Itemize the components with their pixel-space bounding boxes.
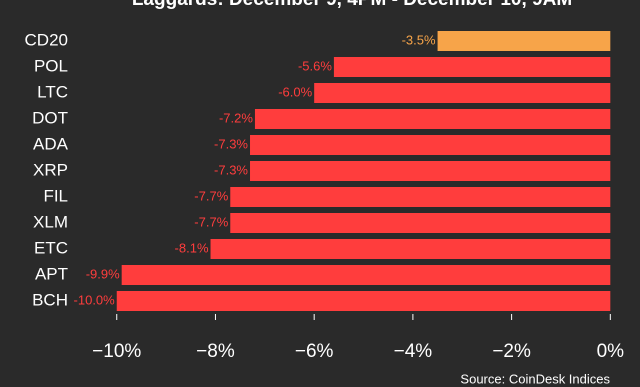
value-label: -7.3%: [214, 162, 248, 177]
value-label: -7.7%: [194, 214, 228, 229]
value-label: -7.7%: [194, 188, 228, 203]
y-tick-label: POL: [34, 56, 68, 75]
bar: [230, 213, 611, 233]
value-label: -6.0%: [278, 84, 312, 99]
x-tick-label: −2%: [492, 341, 531, 362]
x-tick-label: −10%: [92, 341, 141, 362]
source: Source: CoinDesk Indices: [460, 371, 610, 386]
y-tick-label: DOT: [32, 108, 68, 127]
y-tick-label: LTC: [37, 82, 68, 101]
y-tick-label: ADA: [33, 134, 69, 153]
value-label: -3.5%: [402, 32, 436, 47]
value-label: -5.6%: [298, 58, 332, 73]
bar: [210, 239, 611, 259]
y-tick-label: ETC: [34, 238, 68, 257]
y-tick-label: BCH: [32, 290, 68, 309]
y-tick-label: FIL: [43, 186, 68, 205]
y-tick-label: APT: [35, 264, 68, 283]
y-tick-label: CD20: [25, 30, 68, 49]
value-label: -7.3%: [214, 136, 248, 151]
bar: [250, 135, 611, 155]
value-label: -9.9%: [86, 266, 120, 281]
value-label: -8.1%: [175, 240, 209, 255]
bar: [314, 83, 611, 103]
y-tick-label: XRP: [33, 160, 68, 179]
x-tick-label: −4%: [394, 341, 433, 362]
bar: [333, 57, 611, 77]
chart-title: Laggards: December 9, 4PM - December 10,…: [132, 0, 572, 10]
x-tick-label: 0%: [597, 341, 625, 362]
bar: [250, 161, 611, 181]
y-tick-label: XLM: [33, 212, 68, 231]
bar: [437, 31, 611, 51]
value-label: -10.0%: [74, 292, 116, 307]
value-label: -7.2%: [219, 110, 253, 125]
bar: [121, 265, 611, 285]
bar: [116, 291, 611, 311]
bar: [254, 109, 611, 129]
x-tick-label: −8%: [196, 341, 235, 362]
bar: [230, 187, 611, 207]
x-tick-label: −6%: [295, 341, 334, 362]
